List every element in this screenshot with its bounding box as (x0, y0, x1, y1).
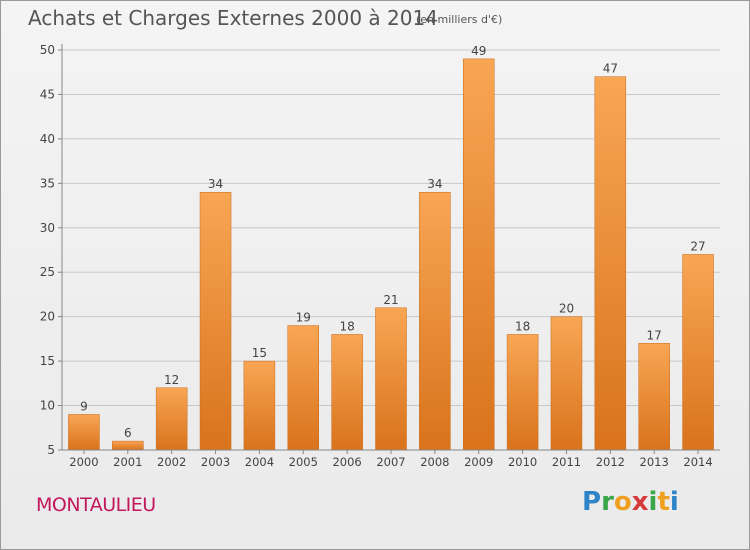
y-tick-label: 5 (47, 443, 55, 457)
x-axis: 2000 2001 2002 2003 2004 2005 2006 2007 2008 2009… (62, 449, 720, 469)
x-tick-label: 2010 (508, 455, 537, 469)
data-label: 49 (471, 44, 486, 58)
x-tick-label: 2013 (640, 455, 669, 469)
y-tick-label: 35 (40, 176, 55, 190)
y-tick-label: 45 (40, 87, 55, 101)
logo-letter: i (648, 487, 658, 517)
y-tick-label: 10 (40, 399, 55, 413)
y-tick-label: 50 (40, 43, 55, 57)
bar-2013 (638, 343, 670, 451)
x-tick-label: 2011 (552, 455, 581, 469)
unit-note: (en milliers d'€) (416, 13, 503, 26)
y-tick-label: 40 (40, 132, 55, 146)
x-tick-label: 2007 (376, 455, 405, 469)
x-tick-label: 2001 (113, 455, 142, 469)
x-tick-label: 2009 (464, 455, 493, 469)
data-label: 47 (603, 62, 618, 76)
x-tick-label: 2004 (245, 455, 274, 469)
data-label: 17 (647, 328, 662, 342)
data-labels: 9 6 12 34 15 19 18 21 34 49 18 20 47 17 27 (80, 44, 706, 440)
y-tick-label: 30 (40, 221, 55, 235)
x-tick-label: 2006 (332, 455, 361, 469)
data-label: 6 (124, 426, 132, 440)
x-tick-label: 2003 (201, 455, 230, 469)
chart-title-text: Achats et Charges Externes 2000 à 2014 (28, 6, 438, 30)
bar-2000 (68, 414, 100, 451)
logo-letter: P (582, 487, 602, 517)
city-name: MONTAULIEU (36, 494, 156, 516)
y-tick-label: 25 (40, 265, 55, 279)
logo-letter: o (613, 487, 632, 517)
y-axis: 5 10 15 20 25 30 35 40 45 50 (40, 43, 63, 457)
logo-letter: i (669, 487, 679, 517)
data-label: 21 (383, 293, 398, 307)
data-label: 9 (80, 399, 88, 413)
x-tick-label: 2012 (596, 455, 625, 469)
bar-2010 (506, 334, 539, 451)
y-tick-label: 15 (40, 354, 55, 368)
data-label: 18 (339, 319, 354, 333)
proxiti-logo: Proxiti (582, 487, 679, 517)
bar-2011 (550, 316, 583, 451)
data-label: 34 (427, 177, 442, 191)
data-label: 19 (296, 311, 311, 325)
bar-2008 (419, 191, 451, 451)
logo-letter: x (631, 487, 649, 517)
x-tick-label: 2002 (157, 455, 186, 469)
logo-letter: r (601, 487, 614, 517)
bar-2007 (375, 307, 407, 451)
data-label: 27 (690, 239, 705, 253)
bar-2005 (287, 325, 320, 451)
data-label: 34 (208, 177, 223, 191)
bar-2009 (462, 58, 495, 451)
logo-letter: t (657, 487, 670, 517)
bar-2006 (331, 334, 363, 451)
bar-2002 (155, 387, 188, 451)
data-label: 20 (559, 302, 574, 316)
bar-2004 (243, 360, 276, 451)
y-tick-label: 20 (40, 310, 55, 324)
chart-title: Achats et Charges Externes 2000 à 2014 (28, 6, 438, 30)
bars (68, 58, 714, 451)
data-label: 15 (252, 346, 267, 360)
x-tick-label: 2014 (683, 455, 712, 469)
x-tick-label: 2000 (69, 455, 98, 469)
bar-2003 (199, 191, 232, 451)
data-label: 18 (515, 319, 530, 333)
bar-2001 (112, 440, 144, 451)
x-tick-label: 2005 (289, 455, 318, 469)
data-label: 12 (164, 373, 179, 387)
x-tick-label: 2008 (420, 455, 449, 469)
bar-2012 (594, 76, 627, 451)
bar-2014 (682, 254, 714, 451)
